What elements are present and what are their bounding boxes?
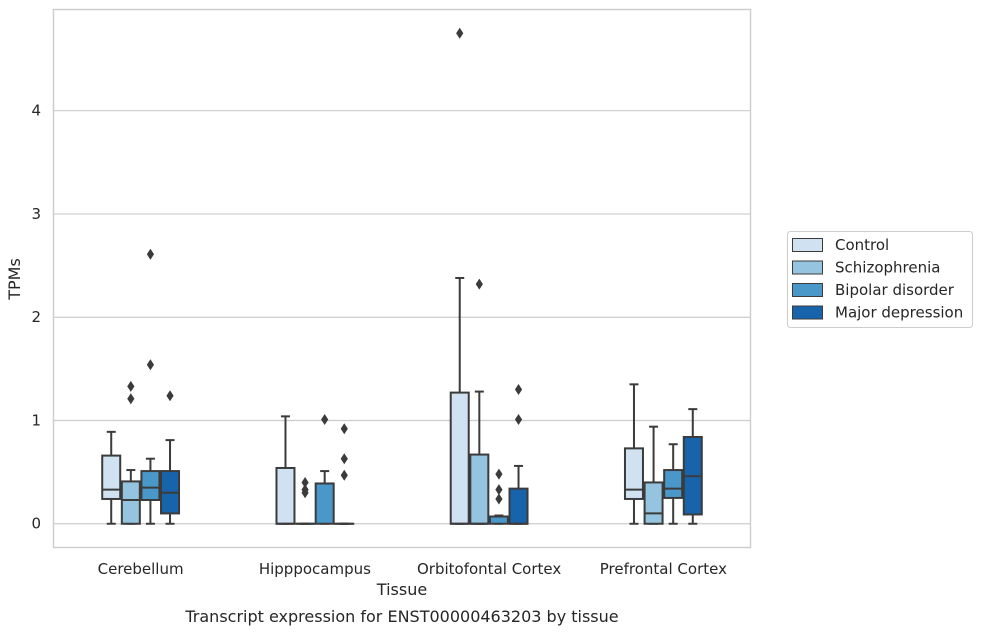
legend-label-bipolar-disorder: Bipolar disorder bbox=[835, 281, 955, 299]
x-axis-title: Tissue bbox=[376, 580, 427, 599]
outlier-point bbox=[146, 248, 155, 260]
outlier-point bbox=[127, 393, 135, 405]
legend-frame bbox=[787, 231, 973, 328]
outlier-point bbox=[166, 390, 174, 402]
legend-label-schizophrenia: Schizophrenia bbox=[835, 259, 940, 277]
outlier-point bbox=[301, 476, 309, 488]
box-schizophrenia-prefrontal-cortex bbox=[643, 425, 664, 525]
y-axis-title: TPMs bbox=[5, 258, 24, 301]
legend-label-control: Control bbox=[835, 236, 889, 254]
box-body bbox=[663, 469, 684, 499]
box-body bbox=[488, 515, 509, 525]
y-tick-label-1: 1 bbox=[31, 411, 41, 429]
box-body bbox=[120, 480, 141, 525]
legend-swatch-major-depression bbox=[792, 305, 823, 320]
outlier-point bbox=[340, 453, 348, 465]
box-bipolar-disorder-prefrontal-cortex bbox=[663, 443, 684, 525]
box-control-prefrontal-cortex bbox=[623, 383, 644, 525]
outlier-point bbox=[340, 469, 348, 481]
x-tick-label-hipppocampus: Hipppocampus bbox=[259, 560, 371, 578]
legend: Control Schizophrenia Bipolar disorder Majo… bbox=[787, 231, 973, 328]
box-body bbox=[508, 487, 529, 525]
outlier-point bbox=[321, 413, 329, 425]
y-axis-ticks: 0 1 2 3 4 bbox=[31, 102, 41, 533]
box-body bbox=[449, 391, 470, 525]
box-bipolar-disorder-hipppocampus bbox=[314, 413, 335, 525]
box-body bbox=[275, 466, 296, 525]
box-bipolar-disorder-cerebellum bbox=[140, 248, 161, 525]
box-schizophrenia-cerebellum bbox=[120, 380, 141, 525]
y-tick-label-4: 4 bbox=[31, 102, 41, 120]
outlier-point bbox=[514, 384, 523, 396]
box-major-depression-hipppocampus bbox=[334, 423, 355, 525]
box-control-orbitofontal-cortex bbox=[449, 27, 470, 525]
chart-caption: Transcript expression for ENST0000046320… bbox=[184, 607, 618, 626]
box-major-depression-orbitofontal-cortex bbox=[508, 384, 529, 525]
box-body bbox=[469, 453, 490, 525]
outlier-point bbox=[340, 423, 348, 435]
legend-swatch-control bbox=[792, 238, 823, 252]
outlier-point bbox=[301, 487, 309, 499]
box-control-hipppocampus bbox=[275, 415, 296, 525]
outlier-point bbox=[475, 278, 483, 290]
outlier-point bbox=[514, 413, 523, 425]
legend-swatch-schizophrenia bbox=[792, 260, 823, 275]
legend-swatch-bipolar-disorder bbox=[792, 283, 823, 297]
outlier-point bbox=[495, 484, 503, 496]
box-body bbox=[643, 481, 664, 525]
y-tick-label-2: 2 bbox=[31, 308, 41, 326]
y-tick-label-0: 0 bbox=[31, 515, 41, 533]
x-tick-label-cerebellum: Cerebellum bbox=[98, 560, 184, 578]
box-schizophrenia-orbitofontal-cortex bbox=[469, 278, 490, 525]
outlier-point bbox=[495, 493, 503, 505]
outlier-point bbox=[146, 359, 155, 371]
box-major-depression-prefrontal-cortex bbox=[682, 408, 703, 525]
box-schizophrenia-hipppocampus bbox=[295, 476, 316, 525]
box-body bbox=[314, 482, 335, 525]
y-tick-label-3: 3 bbox=[31, 205, 41, 223]
outlier-point bbox=[127, 380, 135, 392]
plot-frame bbox=[52, 8, 752, 549]
box-body bbox=[101, 454, 122, 500]
box-groups bbox=[101, 27, 703, 525]
outlier-point bbox=[495, 468, 503, 480]
box-control-cerebellum bbox=[101, 430, 122, 525]
x-tick-label-prefrontal-cortex: Prefrontal Cortex bbox=[600, 560, 727, 578]
box-major-depression-cerebellum bbox=[160, 390, 181, 525]
box-bipolar-disorder-orbitofontal-cortex bbox=[488, 468, 509, 525]
legend-label-major-depression: Major depression bbox=[835, 304, 963, 322]
box-body bbox=[623, 447, 644, 500]
box-body bbox=[140, 470, 161, 501]
outlier-point bbox=[456, 27, 464, 39]
x-axis-ticks: Cerebellum Hipppocampus Orbitofontal Corte… bbox=[98, 560, 727, 578]
x-tick-label-orbitofontal-cortex: Orbitofontal Cortex bbox=[417, 560, 561, 578]
